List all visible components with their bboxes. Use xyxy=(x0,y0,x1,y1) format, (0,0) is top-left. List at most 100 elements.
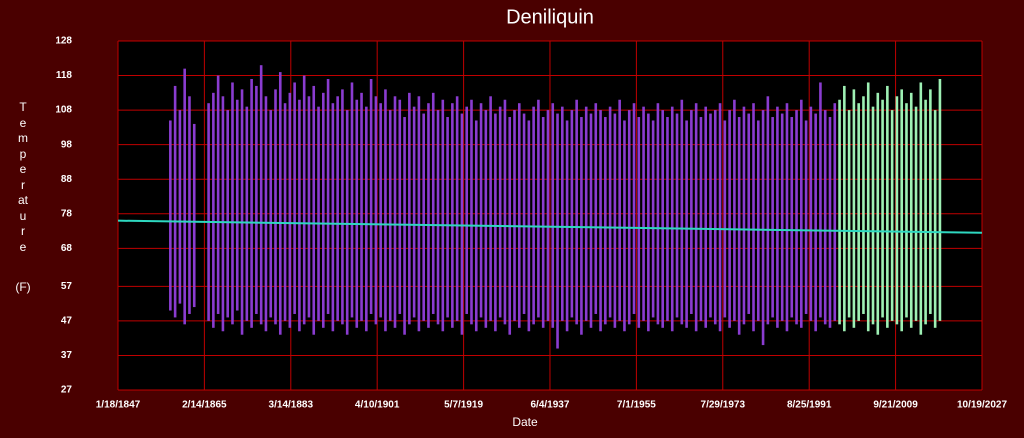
x-tick-label: 7/1/1955 xyxy=(617,400,656,411)
range-bar xyxy=(599,110,602,332)
range-bar xyxy=(642,106,645,321)
range-bar xyxy=(503,99,507,325)
y-tick-label: 57 xyxy=(61,281,73,292)
range-bar xyxy=(537,99,540,318)
range-bar xyxy=(231,82,234,325)
range-bar xyxy=(498,106,502,318)
range-bar xyxy=(283,103,287,321)
range-bar xyxy=(517,103,521,328)
y-tick-label: 68 xyxy=(61,243,73,254)
range-bar xyxy=(365,106,368,332)
chart-title: Deniliquin xyxy=(506,6,594,28)
x-tick-label: 5/7/1919 xyxy=(444,400,483,411)
range-bar xyxy=(876,92,880,335)
x-tick-label: 10/19/2027 xyxy=(957,400,1007,411)
y-tick-label: 37 xyxy=(61,350,73,361)
range-bar xyxy=(302,75,306,325)
range-bar xyxy=(412,106,416,318)
range-bar xyxy=(278,72,282,335)
range-bar xyxy=(336,96,339,321)
range-bar xyxy=(551,103,555,328)
range-bar xyxy=(379,103,382,318)
range-bar xyxy=(895,96,899,325)
range-bar xyxy=(675,113,679,318)
range-bar xyxy=(403,117,406,335)
range-bar xyxy=(656,103,660,325)
range-bar xyxy=(661,110,664,328)
range-bar xyxy=(584,106,588,321)
range-bar xyxy=(766,96,770,325)
range-bar xyxy=(704,106,708,328)
range-bar xyxy=(451,103,454,328)
range-bar xyxy=(226,110,230,318)
range-bar xyxy=(546,110,550,321)
range-bar xyxy=(441,99,445,332)
range-bar xyxy=(847,110,851,318)
range-bar xyxy=(618,99,621,321)
range-bar xyxy=(594,103,598,314)
x-tick-label: 9/21/2009 xyxy=(873,400,918,411)
range-bar xyxy=(771,117,774,318)
y-tick-label: 88 xyxy=(61,174,73,185)
range-bar xyxy=(556,113,559,349)
range-bar xyxy=(713,110,717,325)
y-tick-label: 98 xyxy=(61,139,73,150)
range-bar xyxy=(752,103,755,332)
range-bar xyxy=(455,96,459,321)
range-bar xyxy=(632,103,636,314)
y-tick-label: 108 xyxy=(55,105,72,116)
range-bar xyxy=(298,99,301,332)
range-bar xyxy=(900,89,903,332)
range-bar xyxy=(914,106,918,321)
range-bar xyxy=(852,89,856,328)
range-bar xyxy=(761,110,765,346)
range-bar xyxy=(804,120,808,314)
range-bar xyxy=(608,106,612,318)
range-bar xyxy=(470,99,473,325)
range-bar xyxy=(408,92,411,325)
range-bar xyxy=(484,110,488,328)
range-bar xyxy=(886,85,889,328)
range-bar xyxy=(369,79,373,314)
x-tick-label: 8/25/1991 xyxy=(787,400,832,411)
range-bar xyxy=(623,120,626,332)
range-bar xyxy=(293,82,296,314)
range-bar xyxy=(857,103,860,321)
range-bar xyxy=(651,120,655,318)
range-bar xyxy=(819,82,822,318)
range-bar xyxy=(245,106,249,321)
range-bar xyxy=(331,103,335,332)
range-bar xyxy=(398,99,402,314)
range-bar xyxy=(216,75,220,314)
range-bar xyxy=(828,117,832,328)
y-axis-label: Temperature xyxy=(18,100,29,254)
range-bar xyxy=(604,117,607,325)
range-bar xyxy=(909,92,913,328)
range-bar xyxy=(814,113,817,332)
range-bar xyxy=(192,123,196,308)
range-bar xyxy=(666,117,669,321)
range-bar xyxy=(862,96,865,314)
range-bar xyxy=(360,92,363,321)
range-bar xyxy=(307,96,311,318)
range-bar xyxy=(718,103,722,332)
range-bar xyxy=(212,92,215,328)
range-bar xyxy=(809,106,813,321)
trend-line xyxy=(117,219,983,234)
range-bar xyxy=(905,103,908,318)
range-bar xyxy=(436,110,440,325)
range-bar xyxy=(795,110,798,325)
range-bar xyxy=(690,110,693,314)
range-bar xyxy=(838,99,841,325)
range-bar xyxy=(929,89,932,314)
range-bar xyxy=(479,103,483,318)
range-bar xyxy=(933,110,937,328)
range-bar xyxy=(785,103,789,332)
range-bar xyxy=(833,103,837,321)
y-tick-label: 78 xyxy=(61,208,73,219)
range-bar xyxy=(881,99,884,318)
range-bar xyxy=(737,117,741,335)
range-bar xyxy=(393,96,397,328)
range-bar xyxy=(647,113,650,332)
